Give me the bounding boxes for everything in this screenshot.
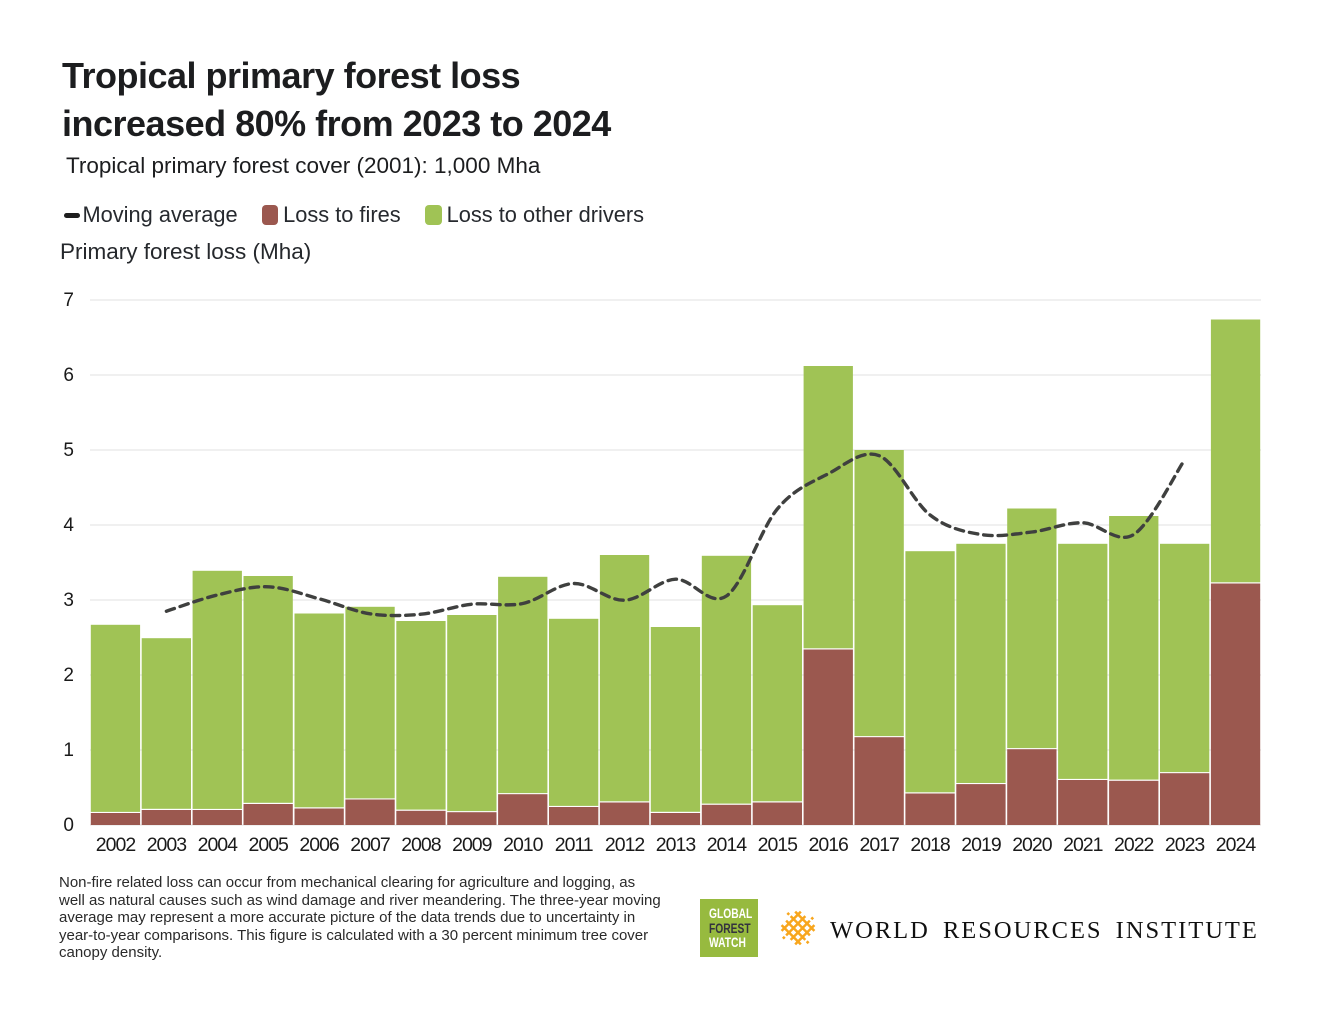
svg-text:2018: 2018 <box>910 834 950 856</box>
svg-text:2013: 2013 <box>656 834 696 856</box>
svg-text:2014: 2014 <box>707 834 748 856</box>
svg-text:2017: 2017 <box>860 834 900 856</box>
svg-text:2020: 2020 <box>1012 834 1053 856</box>
svg-text:2015: 2015 <box>758 834 799 856</box>
svg-text:2007: 2007 <box>350 834 390 856</box>
svg-text:2012: 2012 <box>605 834 645 856</box>
svg-text:4: 4 <box>63 515 74 536</box>
svg-text:6: 6 <box>63 365 74 386</box>
svg-text:2023: 2023 <box>1165 834 1205 856</box>
svg-text:2024: 2024 <box>1216 834 1257 856</box>
svg-text:2008: 2008 <box>401 834 441 856</box>
svg-text:2021: 2021 <box>1063 834 1103 856</box>
svg-text:5: 5 <box>63 440 74 461</box>
svg-text:2003: 2003 <box>147 834 187 856</box>
svg-text:2004: 2004 <box>198 834 239 856</box>
svg-text:0: 0 <box>63 815 74 836</box>
svg-text:2: 2 <box>63 665 74 686</box>
svg-text:2022: 2022 <box>1114 834 1154 856</box>
svg-text:2016: 2016 <box>809 834 849 856</box>
svg-text:2005: 2005 <box>249 834 290 856</box>
svg-text:2009: 2009 <box>452 834 492 856</box>
svg-text:3: 3 <box>63 590 74 611</box>
svg-text:2006: 2006 <box>299 834 339 856</box>
svg-text:2002: 2002 <box>96 834 136 856</box>
svg-text:2010: 2010 <box>503 834 544 856</box>
svg-text:1: 1 <box>63 740 74 761</box>
svg-text:2011: 2011 <box>555 834 593 856</box>
svg-text:7: 7 <box>63 290 74 311</box>
svg-text:2019: 2019 <box>961 834 1001 856</box>
